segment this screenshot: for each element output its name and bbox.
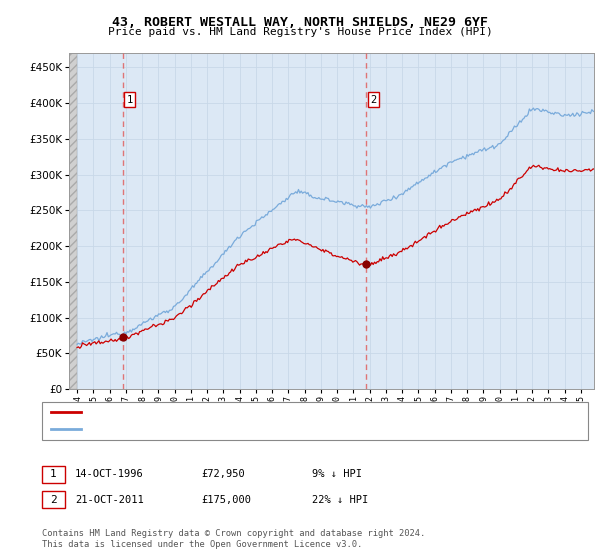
Text: HPI: Average price, detached house, North Tyneside: HPI: Average price, detached house, Nort…	[85, 425, 373, 434]
Text: 9% ↓ HPI: 9% ↓ HPI	[312, 469, 362, 479]
Text: 43, ROBERT WESTALL WAY, NORTH SHIELDS, NE29 6YF (detached house): 43, ROBERT WESTALL WAY, NORTH SHIELDS, N…	[85, 407, 453, 416]
Text: 22% ↓ HPI: 22% ↓ HPI	[312, 494, 368, 505]
Text: 21-OCT-2011: 21-OCT-2011	[75, 494, 144, 505]
Text: Contains HM Land Registry data © Crown copyright and database right 2024.
This d: Contains HM Land Registry data © Crown c…	[42, 529, 425, 549]
Text: £175,000: £175,000	[201, 494, 251, 505]
Text: 1: 1	[50, 469, 57, 479]
Text: 2: 2	[50, 494, 57, 505]
Text: 1: 1	[127, 95, 133, 105]
Text: 14-OCT-1996: 14-OCT-1996	[75, 469, 144, 479]
Text: 2: 2	[370, 95, 377, 105]
Text: 43, ROBERT WESTALL WAY, NORTH SHIELDS, NE29 6YF: 43, ROBERT WESTALL WAY, NORTH SHIELDS, N…	[112, 16, 488, 29]
Text: £72,950: £72,950	[201, 469, 245, 479]
Text: Price paid vs. HM Land Registry's House Price Index (HPI): Price paid vs. HM Land Registry's House …	[107, 27, 493, 37]
